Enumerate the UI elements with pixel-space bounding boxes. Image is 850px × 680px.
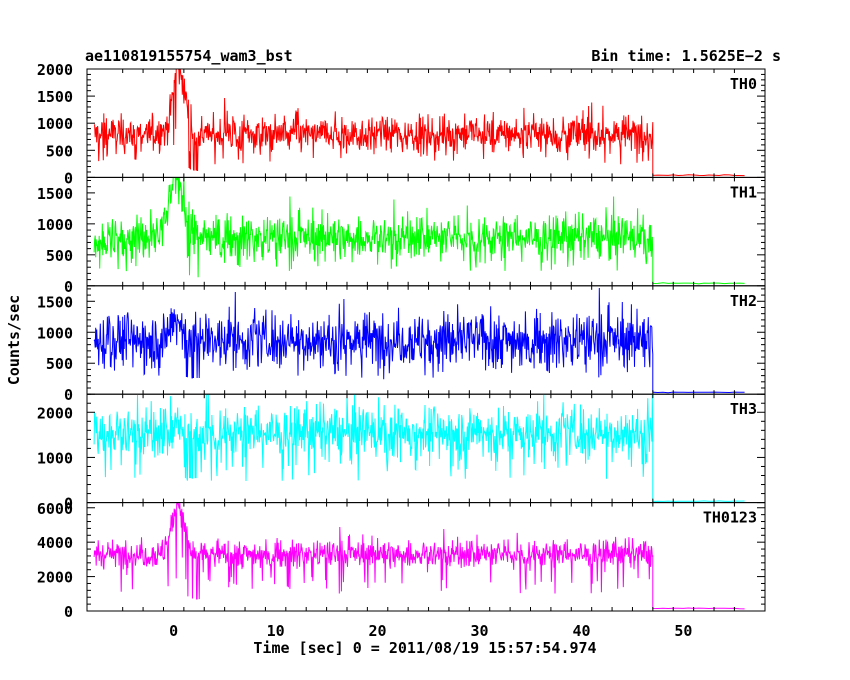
y-tick-label: 2000 [37, 404, 73, 422]
y-tick-label: 0 [64, 603, 73, 621]
series-line-th2 [93, 287, 745, 394]
y-tick-label: 1000 [37, 115, 73, 133]
series-line-th1 [93, 177, 745, 285]
panel-th0: 0 500 1000 1500 2000 TH0 [37, 61, 766, 187]
y-tick-label: 2000 [37, 61, 73, 79]
x-tick-label: 30 [470, 622, 488, 640]
x-axis-label: Time [sec] 0 = 2011/08/19 15:57:54.974 [253, 639, 596, 657]
y-tick-label: 1500 [37, 293, 73, 311]
y-tick-label: 500 [46, 142, 73, 160]
x-tick-label: 50 [674, 622, 692, 640]
panel-th3: 0 1000 2000 TH3 [37, 393, 766, 513]
y-tick-label: 2000 [37, 569, 73, 587]
bin-time-label: Bin time: 1.5625E−2 s [591, 47, 781, 65]
x-tick-label: 20 [369, 622, 387, 640]
y-tick-label: 0 [64, 386, 73, 404]
y-tick-label: 500 [46, 355, 73, 373]
series-line-th3 [93, 394, 745, 502]
panel-th0123: 0 2000 4000 6000 TH0123 [37, 500, 766, 621]
series-line-th0123 [93, 502, 745, 610]
y-tick-label: 0 [64, 495, 73, 513]
x-tick-label: 40 [572, 622, 590, 640]
y-tick-label: 1500 [37, 185, 73, 203]
panel-th2: 0 500 1000 1500 TH2 [37, 285, 766, 404]
y-axis-label: Counts/sec [5, 295, 23, 385]
panel-label-th2: TH2 [730, 292, 757, 310]
y-tick-label: 1000 [37, 216, 73, 234]
panel-label-th0: TH0 [730, 75, 757, 93]
y-tick-label: 1000 [37, 324, 73, 342]
y-tick-label: 1000 [37, 449, 73, 467]
panel-label-th0123: TH0123 [703, 509, 757, 527]
x-tick-label: 0 [169, 622, 178, 640]
series-line-th0 [94, 69, 745, 177]
y-tick-label: 6000 [37, 500, 73, 518]
y-tick-label: 0 [64, 278, 73, 296]
panel-label-th1: TH1 [730, 183, 757, 201]
panel-th1: 0 500 1000 1500 TH1 [37, 176, 766, 296]
y-tick-label: 0 [64, 169, 73, 187]
y-tick-label: 500 [46, 247, 73, 265]
y-tick-label: 4000 [37, 534, 73, 552]
panel-label-th3: TH3 [730, 400, 757, 418]
chart-title: ae110819155754_wam3_bst [85, 47, 293, 65]
y-tick-label: 1500 [37, 88, 73, 106]
panel-frame [86, 502, 766, 612]
x-tick-label: 10 [267, 622, 285, 640]
